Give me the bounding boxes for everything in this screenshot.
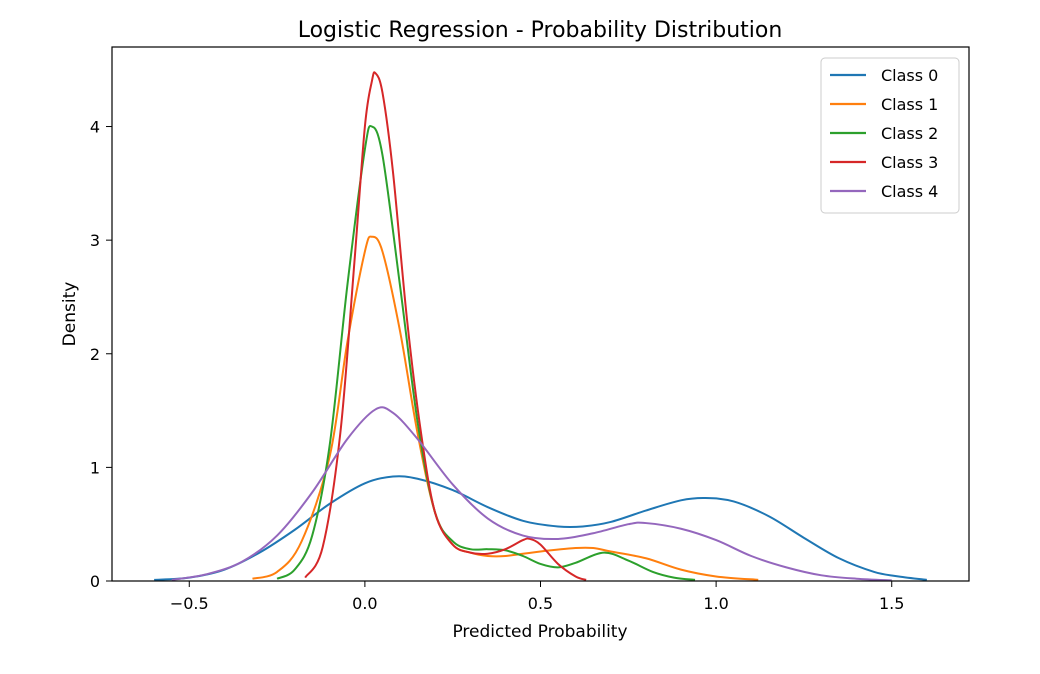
legend-label: Class 4: [881, 182, 938, 201]
legend: Class 0 Class 1 Class 2 Class 3 Class 4: [820, 57, 960, 214]
legend-label: Class 0: [881, 66, 938, 85]
y-axis-label: Density: [60, 282, 80, 347]
legend-box: [820, 57, 960, 214]
legend-label: Class 2: [881, 124, 938, 143]
legend-label: Class 1: [881, 95, 938, 114]
series-line-class-4: [171, 406, 892, 582]
legend-label: Class 3: [881, 153, 938, 172]
y-tick-label: 1: [90, 458, 100, 477]
y-tick-label: 3: [90, 231, 100, 250]
series-line-class-2: [276, 124, 696, 581]
series-line-class-0: [154, 475, 927, 581]
x-tick-label: 1.0: [703, 594, 728, 613]
x-tick-label: 0.5: [528, 594, 553, 613]
x-axis: −0.5 0.0 0.5 1.0 1.5: [170, 581, 904, 613]
y-tick-label: 2: [90, 345, 100, 364]
x-tick-label: 0.0: [352, 594, 377, 613]
y-axis: 0 1 2 3 4: [90, 118, 112, 591]
x-axis-label: Predicted Probability: [452, 622, 627, 642]
y-tick-label: 4: [90, 118, 100, 137]
y-tick-label: 0: [90, 572, 100, 591]
chart-title: Logistic Regression - Probability Distri…: [298, 18, 783, 43]
x-tick-label: 1.5: [879, 594, 904, 613]
series-line-class-3: [304, 71, 587, 581]
x-tick-label: −0.5: [170, 594, 209, 613]
plot-lines: [154, 71, 927, 582]
